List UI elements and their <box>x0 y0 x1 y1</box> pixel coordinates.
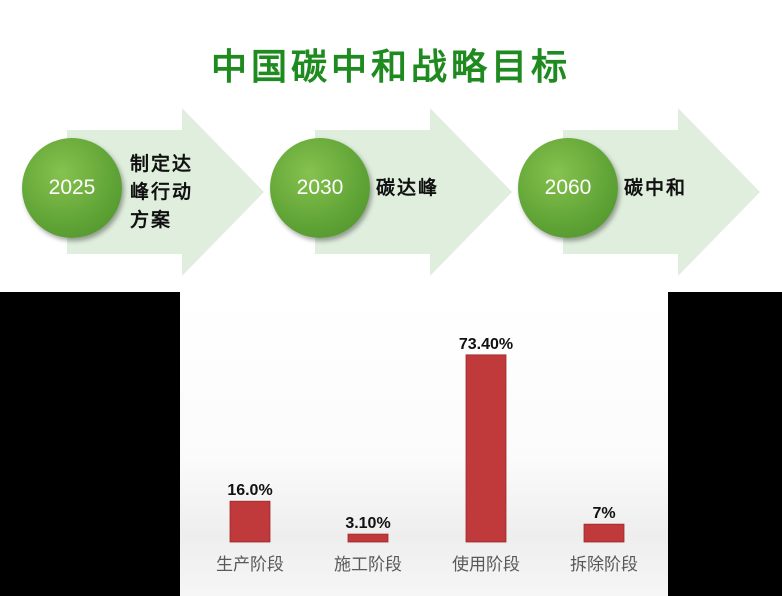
year-circle: 2025 <box>22 138 122 238</box>
year-circle: 2030 <box>270 138 370 238</box>
arrow-shape <box>67 108 264 276</box>
category-label-4: 拆除阶段 <box>570 555 638 575</box>
year-label: 2060 <box>544 176 592 199</box>
arrow-shape <box>563 108 760 276</box>
arrow-shape <box>315 108 512 276</box>
step-label: 碳中和 <box>624 174 687 202</box>
data-label-3: 73.40% <box>459 336 513 353</box>
category-label-3: 使用阶段 <box>452 554 520 575</box>
step-label-line: 制定达 <box>130 153 194 175</box>
step-label: 制定达 峰行动 方案 <box>130 150 193 234</box>
category-label-2: 施工阶段 <box>334 555 402 575</box>
bar-chart: 16.0% 生产阶段 3.10% 施工阶段 73.40% 使用阶段 7% 拆除阶段 <box>216 336 638 575</box>
bar-4 <box>583 523 625 543</box>
step-label-line: 碳达峰 <box>376 177 440 199</box>
step-label-line: 峰行动 <box>130 181 194 203</box>
bar-chart-panel: 16.0% 生产阶段 3.10% 施工阶段 73.40% 使用阶段 7% 拆除阶段 <box>180 292 668 596</box>
year-label: 2025 <box>48 176 96 199</box>
data-label-1: 16.0% <box>227 482 272 499</box>
year-circle: 2060 <box>518 138 618 238</box>
page-title: 中国碳中和战略目标 <box>210 46 571 88</box>
timeline-panel: 中国碳中和战略目标 2025 制定达 峰行动 方案 2030 碳达峰 2060 <box>0 0 782 292</box>
year-label: 2030 <box>296 176 344 199</box>
data-label-2: 3.10% <box>345 515 390 532</box>
timeline-step-2025: 2025 制定达 峰行动 方案 <box>22 108 267 276</box>
category-label-1: 生产阶段 <box>216 555 284 575</box>
timeline-step-2060: 2060 碳中和 <box>518 108 763 276</box>
timeline-step-2030: 2030 碳达峰 <box>270 108 515 276</box>
step-label-line: 方案 <box>130 209 173 231</box>
bar-1 <box>229 500 271 543</box>
data-label-4: 7% <box>592 505 615 522</box>
black-border-right <box>668 292 782 596</box>
bar-2 <box>347 533 389 543</box>
step-label: 碳达峰 <box>376 174 439 202</box>
step-label-line: 碳中和 <box>624 177 688 199</box>
bar-3 <box>465 354 507 543</box>
black-border-left <box>0 292 180 596</box>
